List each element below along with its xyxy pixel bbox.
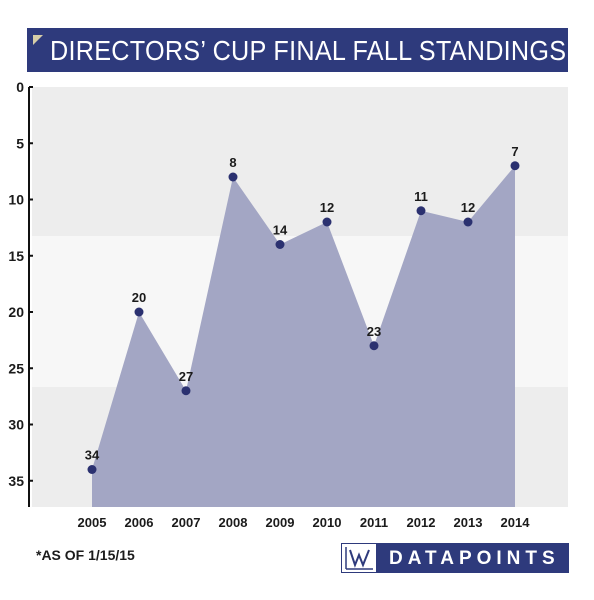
x-tick-label: 2006 [125,515,154,530]
x-tick-label: 2010 [313,515,342,530]
datapoints-logo: DATAPOINTS [341,543,569,573]
footnote: *AS OF 1/15/15 [36,547,135,563]
data-label: 12 [320,200,334,215]
chart-w-icon [341,543,377,573]
chart-title: DIRECTORS’ CUP FINAL FALL STANDINGS [50,35,567,66]
y-tick-label: 20 [8,304,24,320]
x-tick-label: 2009 [266,515,295,530]
data-point [416,206,426,216]
data-point [134,307,144,317]
x-tick-label: 2012 [407,515,436,530]
x-tick-label: 2005 [78,515,107,530]
area-fill [92,165,515,507]
area-chart: 0 5 10 15 20 25 30 35 2005 2006 2007 2008 2009 2010 20… [8,79,568,530]
data-point [181,386,191,396]
data-label: 20 [132,290,146,305]
data-label: 11 [414,189,428,204]
y-tick-label: 5 [16,135,24,151]
data-label: 12 [461,200,475,215]
data-label: 27 [179,369,193,384]
y-tick-label: 30 [8,417,24,433]
data-point [228,172,238,182]
logo-bar: DATAPOINTS [377,543,569,573]
title-corner-mark [33,35,43,45]
data-label: 34 [85,448,100,463]
x-tick-label: 2011 [360,515,388,530]
y-tick-label: 35 [8,473,24,489]
x-tick-label: 2013 [454,515,483,530]
x-tick-label: 2007 [172,515,201,530]
data-point [275,240,285,249]
y-tick-label: 25 [8,360,24,376]
y-tick-label: 10 [8,192,24,208]
data-label: 14 [273,223,288,238]
y-tick-label: 15 [8,248,24,264]
data-label: 23 [367,324,381,339]
data-point [322,217,332,227]
data-label: 7 [511,144,518,159]
x-tick-label: 2008 [219,515,248,530]
x-tick-label: 2014 [501,515,531,530]
data-point [369,341,379,351]
data-point [87,465,97,474]
data-point [510,161,520,171]
data-label: 8 [229,155,236,170]
logo-text: DATAPOINTS [389,548,560,569]
data-point [463,217,473,227]
y-tick-label: 0 [16,79,24,95]
title-bar: DIRECTORS’ CUP FINAL FALL STANDINGS [27,28,568,72]
